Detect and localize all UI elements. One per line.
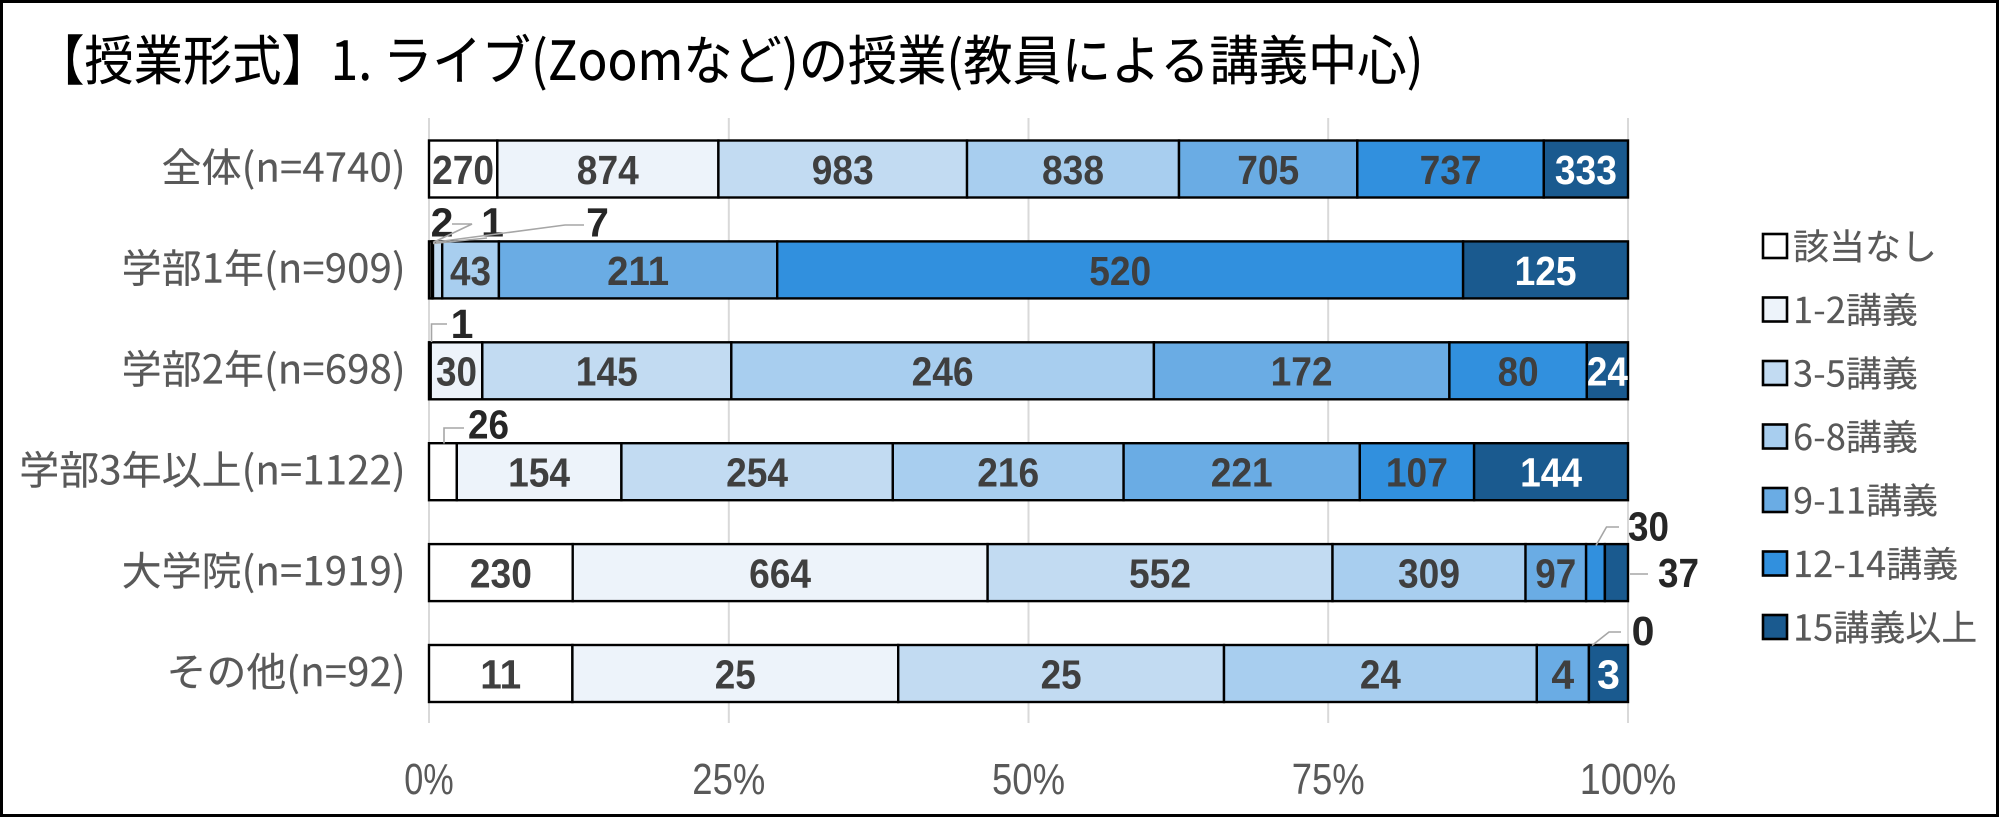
svg-text:30: 30 xyxy=(1628,504,1669,550)
svg-text:25: 25 xyxy=(1041,651,1082,697)
svg-text:874: 874 xyxy=(577,147,639,193)
svg-text:4: 4 xyxy=(1551,651,1574,697)
svg-text:1: 1 xyxy=(451,301,474,347)
svg-text:80: 80 xyxy=(1498,349,1539,395)
svg-text:25%: 25% xyxy=(692,755,765,804)
svg-text:24: 24 xyxy=(1587,349,1628,395)
svg-text:221: 221 xyxy=(1211,450,1273,496)
svg-text:2: 2 xyxy=(431,200,454,246)
svg-text:520: 520 xyxy=(1089,248,1151,294)
svg-text:737: 737 xyxy=(1420,147,1482,193)
svg-text:254: 254 xyxy=(726,450,788,496)
svg-text:246: 246 xyxy=(912,349,974,395)
svg-text:107: 107 xyxy=(1386,450,1448,496)
svg-text:230: 230 xyxy=(470,551,532,597)
svg-text:3: 3 xyxy=(1597,651,1620,697)
svg-text:333: 333 xyxy=(1555,147,1617,193)
svg-text:25: 25 xyxy=(715,651,756,697)
svg-text:37: 37 xyxy=(1658,550,1699,596)
svg-text:172: 172 xyxy=(1271,349,1333,395)
svg-text:97: 97 xyxy=(1535,551,1576,597)
svg-text:552: 552 xyxy=(1129,551,1191,597)
svg-text:664: 664 xyxy=(749,551,811,597)
svg-text:26: 26 xyxy=(468,402,509,448)
svg-text:100%: 100% xyxy=(1580,755,1677,804)
svg-text:145: 145 xyxy=(576,349,638,395)
svg-text:216: 216 xyxy=(977,450,1039,496)
svg-text:0%: 0% xyxy=(404,755,454,804)
svg-text:154: 154 xyxy=(508,450,570,496)
svg-text:24: 24 xyxy=(1360,651,1401,697)
svg-text:144: 144 xyxy=(1520,450,1582,496)
svg-text:270: 270 xyxy=(432,147,494,193)
svg-text:309: 309 xyxy=(1398,551,1460,597)
svg-text:838: 838 xyxy=(1042,147,1104,193)
svg-text:11: 11 xyxy=(480,651,521,697)
svg-text:43: 43 xyxy=(450,248,491,294)
svg-text:7: 7 xyxy=(586,200,609,246)
svg-text:705: 705 xyxy=(1237,147,1299,193)
svg-text:0: 0 xyxy=(1632,608,1655,654)
svg-text:30: 30 xyxy=(436,349,477,395)
svg-text:125: 125 xyxy=(1515,248,1577,294)
svg-text:211: 211 xyxy=(607,248,669,294)
svg-text:75%: 75% xyxy=(1292,755,1365,804)
svg-text:50%: 50% xyxy=(992,755,1065,804)
svg-text:983: 983 xyxy=(812,147,874,193)
